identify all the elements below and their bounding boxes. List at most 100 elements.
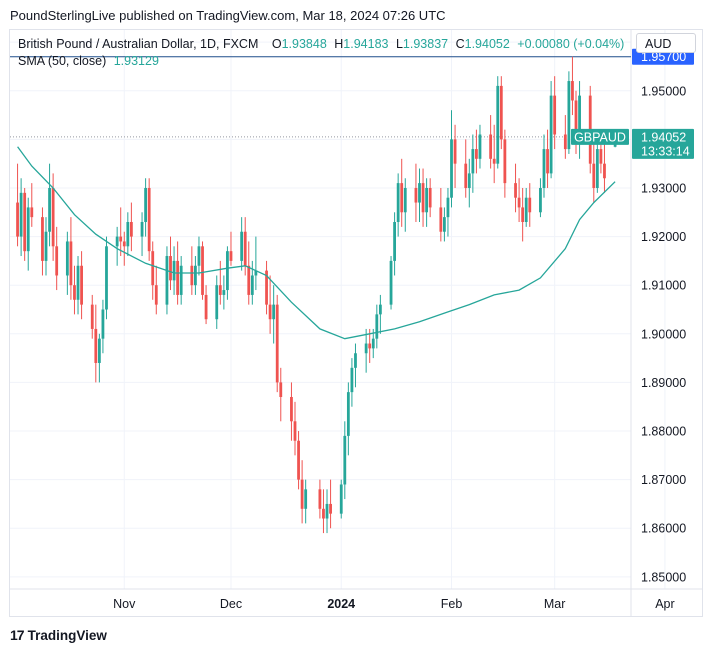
candle-body — [393, 222, 396, 261]
candle-body — [396, 183, 400, 223]
candle-body — [76, 265, 80, 300]
candle-body — [539, 187, 542, 213]
candle-body — [172, 260, 176, 281]
candle-body — [428, 187, 432, 208]
candle-body — [204, 294, 208, 320]
candle-body — [489, 134, 493, 159]
sma-line — [17, 146, 616, 340]
candle-body — [304, 489, 308, 509]
attribution-text: PoundSterlingLive published on TradingVi… — [10, 8, 446, 23]
currency-selector[interactable]: AUD — [636, 33, 696, 53]
close-value: 1.94052 — [464, 37, 510, 51]
candle-body — [549, 95, 553, 174]
candle-body — [368, 343, 372, 349]
candle-body — [16, 202, 19, 237]
candle-body — [44, 231, 48, 261]
candle-body — [144, 187, 148, 223]
sma-label: SMA (50, close) — [18, 54, 107, 68]
y-tick-label: 1.93000 — [641, 181, 686, 195]
candle-body — [354, 353, 357, 368]
symbol-tag-text: GBPAUD — [574, 130, 626, 144]
tradingview-brand: TradingView — [27, 627, 107, 643]
candle-body — [364, 343, 368, 354]
candle-body — [446, 197, 450, 218]
y-tick-label: 1.91000 — [641, 279, 686, 293]
low-label: L — [395, 37, 403, 51]
candle-body — [218, 285, 222, 295]
countdown-text: 13:33:14 — [641, 144, 690, 158]
candle-body — [442, 217, 446, 232]
candle-body — [546, 149, 549, 174]
candle-body — [55, 246, 59, 276]
candle-body — [599, 149, 603, 164]
candle-body — [69, 241, 73, 286]
candle-body — [496, 85, 500, 164]
y-tick-label: 1.89000 — [641, 376, 686, 390]
candle-body — [254, 270, 258, 276]
candle-body — [603, 163, 606, 179]
candle-body — [30, 207, 34, 218]
candle-body — [524, 197, 528, 223]
candle-body — [322, 508, 325, 519]
candle-body — [290, 396, 293, 422]
candle-body — [51, 187, 55, 247]
y-tick-label: 1.85000 — [641, 570, 686, 584]
candle-body — [528, 197, 532, 213]
tradingview-logo-icon: 17 — [10, 627, 25, 643]
candle-body — [595, 149, 599, 188]
sma-value: 1.93129 — [113, 54, 159, 68]
candle-body — [272, 304, 276, 320]
candle-body — [268, 304, 272, 320]
candle-body — [571, 81, 574, 101]
x-tick-label: 2024 — [327, 597, 355, 611]
candle-body — [325, 503, 329, 519]
candle-body — [592, 163, 596, 188]
candle-body — [48, 187, 51, 232]
candle-body — [94, 328, 98, 363]
candle-body — [567, 81, 571, 150]
x-tick-label: Nov — [113, 597, 136, 611]
candle-body — [65, 241, 69, 276]
candle-body — [197, 246, 201, 266]
candle-body — [521, 207, 525, 223]
candle-body — [194, 265, 197, 286]
candle-body — [80, 265, 83, 305]
candle-body — [350, 367, 354, 393]
candle-body — [105, 246, 108, 310]
candle-body — [101, 309, 105, 339]
y-tick-label: 1.88000 — [641, 425, 686, 439]
candle-body — [140, 222, 144, 237]
candle-body — [147, 187, 151, 252]
candle-body — [265, 270, 268, 305]
candle-body — [201, 246, 204, 295]
candle-body — [329, 503, 332, 514]
change-value: +0.00080 (+0.04%) — [517, 37, 625, 51]
candle-body — [514, 183, 517, 198]
candle-body — [222, 290, 226, 295]
candle-body — [247, 265, 251, 295]
candle-body — [275, 304, 279, 383]
symbol-title: British Pound / Australian Dollar, 1D, F… — [18, 37, 259, 51]
chart-frame — [9, 29, 703, 617]
y-tick-label: 1.86000 — [641, 522, 686, 536]
candle-body — [41, 217, 44, 261]
candle-body — [421, 183, 425, 213]
candle-body — [414, 187, 418, 203]
y-tick-label: 1.92000 — [641, 230, 686, 244]
candle-body — [450, 139, 453, 198]
candle-body — [478, 134, 482, 159]
x-tick-label: Feb — [441, 597, 463, 611]
candle-body — [453, 139, 457, 164]
level-price-tag-text: 1.95700 — [641, 50, 686, 64]
candle-body — [346, 392, 350, 436]
candle-body — [471, 149, 475, 174]
candle-body — [215, 285, 219, 320]
candle-body — [425, 187, 429, 213]
candle-body — [176, 260, 180, 295]
candle-body — [503, 139, 507, 184]
tradingview-footer[interactable]: 17 TradingView — [10, 627, 107, 643]
candle-body — [26, 207, 30, 252]
symbol-tag — [571, 128, 629, 145]
candle-body — [179, 265, 183, 295]
